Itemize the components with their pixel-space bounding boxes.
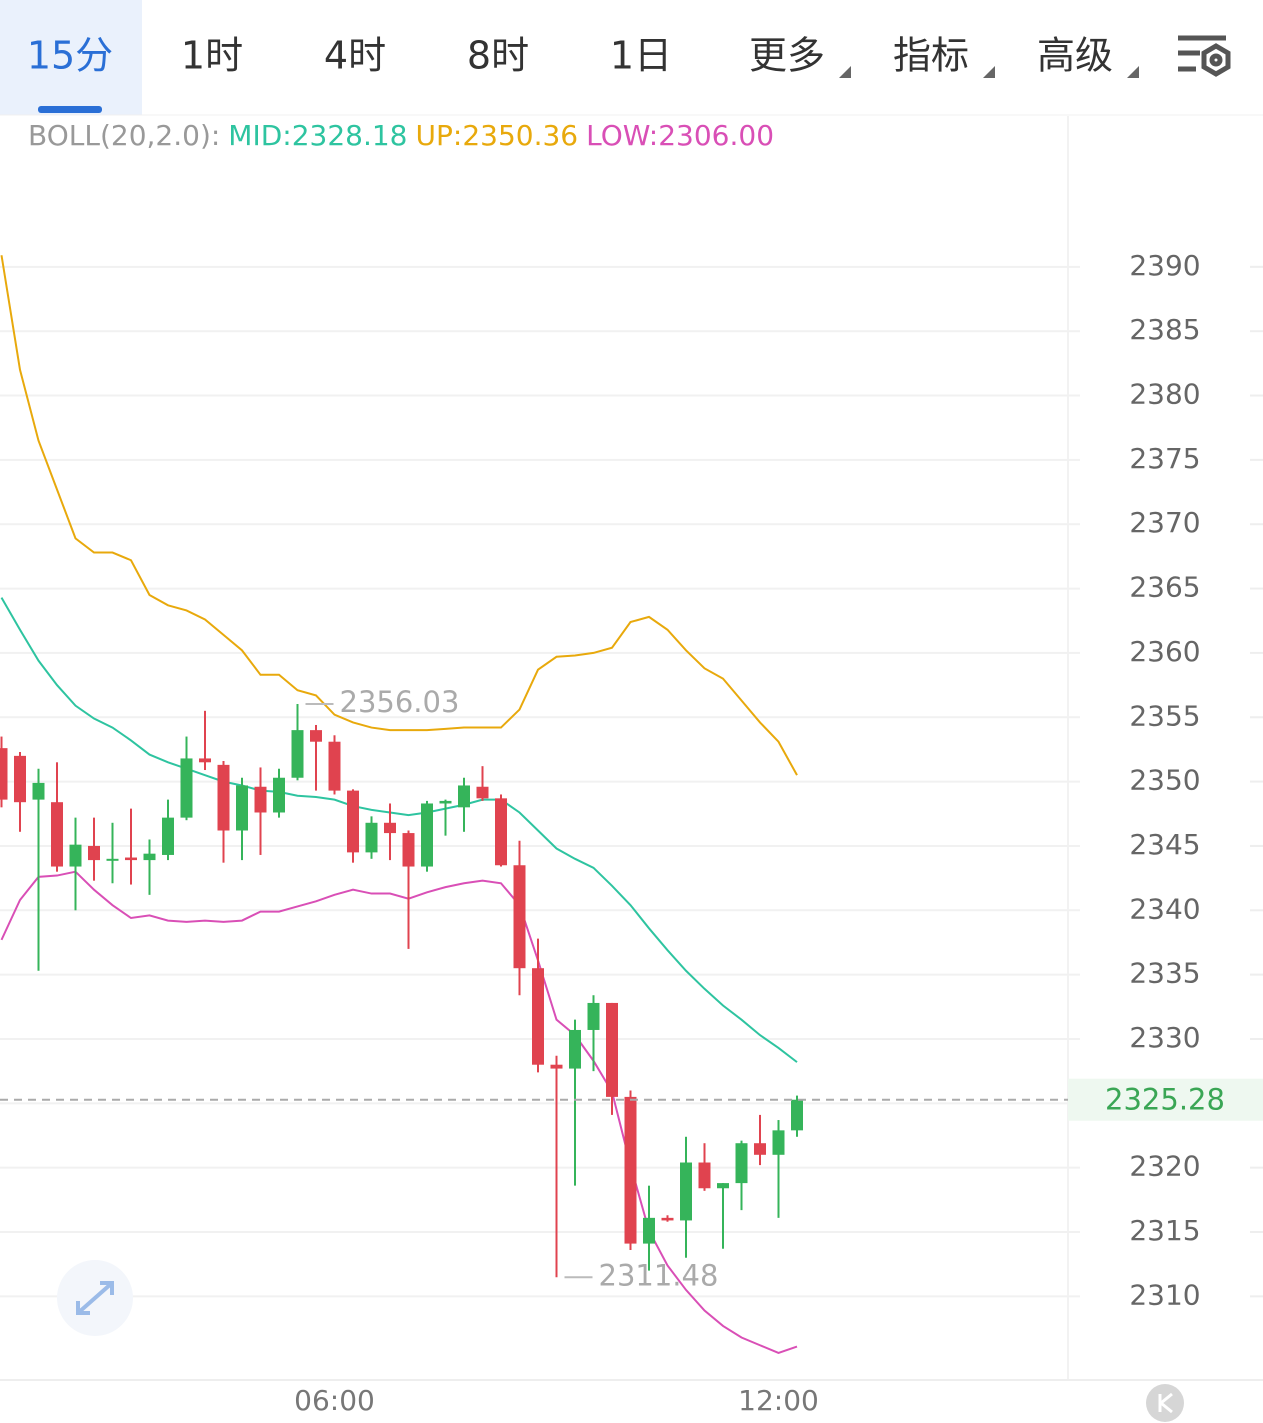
tab[interactable]: 8时: [467, 34, 529, 78]
last-price-box: [1068, 1078, 1263, 1121]
candle-body: [180, 758, 193, 818]
boll-line: [0, 255, 798, 776]
y-tick-label: 2340: [1129, 892, 1200, 925]
x-tick-label: 12:00: [738, 1384, 819, 1417]
candle-body: [439, 800, 452, 804]
candle-body: [624, 1096, 637, 1244]
y-tick-label: 2345: [1129, 828, 1200, 861]
y-tick-label: 2370: [1129, 506, 1200, 539]
active-tab-bg: [0, 0, 142, 115]
candle-body: [384, 822, 396, 834]
extreme-label: 2356.03: [340, 685, 460, 719]
fullscreen-button[interactable]: [57, 1260, 133, 1336]
candle-body: [402, 833, 415, 867]
y-tick-label: 2310: [1129, 1278, 1200, 1311]
candle-body: [69, 844, 82, 867]
candle-body: [365, 822, 378, 853]
tabs: 15分 1时 4时 8时 1日 更多 指标 高级: [27, 34, 1139, 78]
y-tick-label: 2330: [1129, 1021, 1200, 1054]
candle-body: [199, 758, 211, 763]
y-tick-label: 2335: [1129, 957, 1200, 990]
candle-body: [32, 782, 45, 800]
boll-line: [0, 870, 798, 1355]
legend-item: UP:2350.36: [416, 119, 579, 152]
candle-body: [495, 798, 507, 866]
candle-body: [14, 755, 26, 803]
candle-body: [735, 1143, 748, 1184]
candle-body: [513, 865, 526, 969]
active-tab-indicator: [38, 106, 102, 113]
tab[interactable]: 1时: [181, 34, 243, 78]
y-tick-label: 2355: [1129, 699, 1200, 732]
last-price-label: 2325.28: [1105, 1083, 1225, 1117]
y-tick-label: 2315: [1129, 1214, 1200, 1247]
y-tick-label: 2375: [1129, 442, 1200, 475]
y-tick-label: 2365: [1129, 571, 1200, 604]
candle-body: [532, 968, 544, 1065]
k-button[interactable]: [1146, 1384, 1184, 1422]
candle-body: [569, 1029, 581, 1069]
candle-body: [273, 777, 285, 813]
candle-body: [310, 730, 322, 742]
legend-label: BOLL(20,2.0):: [28, 119, 220, 152]
y-tick-label: 2390: [1129, 249, 1200, 282]
candle-body: [236, 785, 248, 831]
candle-body: [51, 802, 63, 867]
tab[interactable]: 指标: [893, 34, 969, 78]
tab[interactable]: 高级: [1037, 34, 1113, 78]
candle-body: [291, 730, 304, 778]
candle-body: [347, 790, 359, 853]
tab[interactable]: 1日: [610, 34, 672, 78]
candle-body: [125, 857, 137, 861]
candle-body: [217, 764, 230, 831]
tab[interactable]: 更多: [749, 34, 825, 78]
candle-body: [643, 1217, 655, 1244]
dropdown-caret: [1127, 66, 1139, 78]
extreme-label: 2311.48: [599, 1258, 719, 1292]
candle-body: [106, 858, 119, 861]
y-tick-label: 2360: [1129, 635, 1200, 668]
candle-body: [458, 785, 470, 808]
dropdown-caret: [839, 66, 851, 78]
candle-body: [772, 1130, 785, 1155]
candle-body: [0, 748, 8, 800]
legend-item: MID:2328.18: [228, 119, 407, 152]
candle-body: [476, 786, 489, 799]
candle-body: [421, 803, 433, 867]
candle-body: [328, 741, 341, 791]
candle-body: [606, 1002, 618, 1097]
dropdown-caret: [983, 66, 995, 78]
candle-body: [680, 1162, 692, 1221]
candle-body: [661, 1217, 674, 1221]
y-tick-label: 2380: [1129, 378, 1200, 411]
plot: 2310231523202325233023352340234523502355…: [0, 249, 1263, 1417]
candle-body: [717, 1183, 729, 1189]
candle-body: [88, 845, 100, 861]
tab[interactable]: 4时: [324, 34, 386, 78]
candle-body: [587, 1002, 600, 1030]
candle-body: [754, 1143, 766, 1155]
candle-body: [550, 1064, 563, 1069]
boll-line: [0, 597, 798, 1063]
settings-icon[interactable]: [1178, 35, 1231, 77]
candle-body: [791, 1099, 803, 1131]
indicator-legend: BOLL(20,2.0): MID:2328.18 UP:2350.36 LOW:23…: [28, 119, 774, 152]
candle-body: [162, 817, 174, 855]
y-tick-label: 2385: [1129, 313, 1200, 346]
x-tick-label: 06:00: [294, 1384, 375, 1417]
candle-body: [143, 853, 156, 861]
tab[interactable]: 15分: [27, 34, 113, 78]
y-tick-label: 2350: [1129, 764, 1200, 797]
candle-body: [254, 786, 267, 813]
legend-item: LOW:2306.00: [586, 119, 774, 152]
candle-body: [698, 1162, 711, 1189]
tab-bar: [0, 0, 1263, 115]
y-tick-label: 2320: [1129, 1150, 1200, 1183]
